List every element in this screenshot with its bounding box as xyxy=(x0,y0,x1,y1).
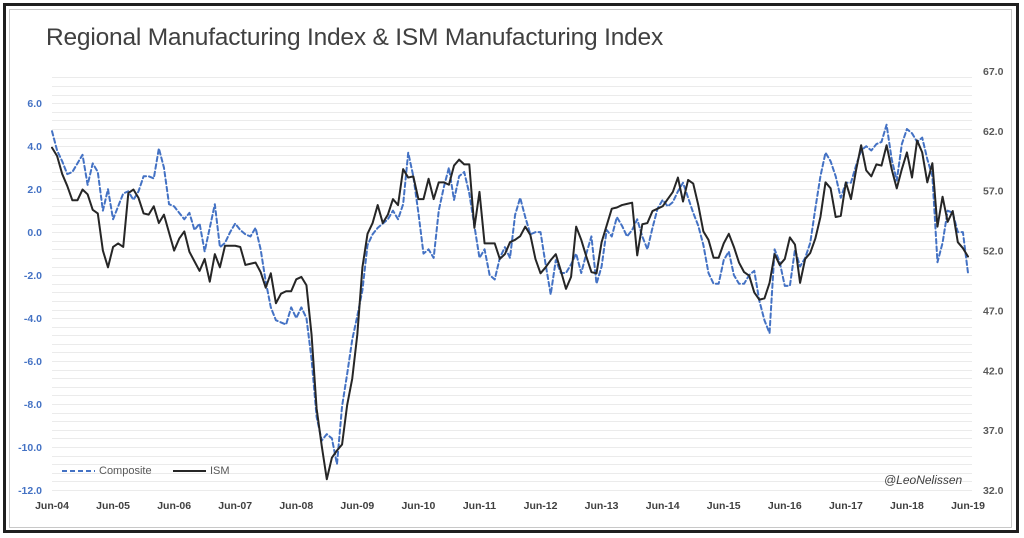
series-line-ism xyxy=(51,139,969,481)
x-tick-label: Jun-18 xyxy=(890,500,924,512)
y-right-tick-label: 42.0 xyxy=(983,365,1004,377)
gridlines xyxy=(52,77,972,491)
y-left-tick-label: 6.0 xyxy=(27,98,42,110)
y-left-tick-label: 0.0 xyxy=(27,227,42,239)
author-watermark: @LeoNelissen xyxy=(884,473,963,487)
x-tick-label: Jun-04 xyxy=(35,500,69,512)
y-axis-right: 67.0 62.0 57.0 52.0 47.0 42.0 37.0 32.0 xyxy=(983,66,1004,497)
x-tick-label: Jun-13 xyxy=(585,500,619,512)
x-tick-label: Jun-14 xyxy=(646,500,680,512)
x-tick-label: Jun-06 xyxy=(157,500,191,512)
x-tick-label: Jun-05 xyxy=(96,500,130,512)
y-right-tick-label: 52.0 xyxy=(983,246,1004,258)
x-tick-label: Jun-09 xyxy=(340,500,374,512)
y-left-tick-label: 4.0 xyxy=(27,141,42,153)
y-left-tick-label: -12.0 xyxy=(18,485,42,497)
series-line-composite xyxy=(51,123,969,466)
legend-item-composite: Composite xyxy=(61,465,152,477)
x-tick-label: Jun-19 xyxy=(951,500,985,512)
legend-ism-solid-swatch xyxy=(173,470,206,472)
y-axis-left: 6.0 4.0 2.0 0.0 -2.0 -4.0 -6.0 -8.0 -10.0 -12.0 xyxy=(18,98,42,497)
y-left-tick-label: -2.0 xyxy=(24,270,42,282)
y-right-tick-label: 47.0 xyxy=(983,305,1004,317)
y-left-tick-label: -6.0 xyxy=(24,356,42,368)
y-left-tick-label: -8.0 xyxy=(24,399,42,411)
outer-frame xyxy=(3,3,1019,533)
y-left-tick-label: -4.0 xyxy=(24,313,42,325)
legend-composite-dashed-swatch xyxy=(62,470,95,472)
y-right-tick-label: 32.0 xyxy=(983,485,1004,497)
legend-label-ism: ISM xyxy=(210,465,230,477)
x-tick-label: Jun-12 xyxy=(524,500,558,512)
x-tick-label: Jun-15 xyxy=(707,500,741,512)
legend-label-composite: Composite xyxy=(99,465,152,477)
x-tick-label: Jun-17 xyxy=(829,500,863,512)
y-left-tick-label: -10.0 xyxy=(18,442,42,454)
y-right-tick-label: 57.0 xyxy=(983,186,1004,198)
y-right-tick-label: 67.0 xyxy=(983,66,1004,78)
chart-title: Regional Manufacturing Index & ISM Manuf… xyxy=(46,24,664,51)
x-tick-label: Jun-07 xyxy=(218,500,252,512)
inner-frame xyxy=(9,9,1012,528)
y-left-tick-label: 2.0 xyxy=(27,184,42,196)
x-axis: Jun-04 Jun-05 Jun-06 Jun-07 Jun-08 Jun-09 Jun-… xyxy=(35,500,985,512)
x-tick-label: Jun-11 xyxy=(463,500,496,512)
x-tick-label: Jun-08 xyxy=(279,500,313,512)
y-right-tick-label: 37.0 xyxy=(983,425,1004,437)
legend-item-ism: ISM xyxy=(172,465,230,477)
y-right-tick-label: 62.0 xyxy=(983,126,1004,138)
x-tick-label: Jun-16 xyxy=(768,500,802,512)
x-tick-label: Jun-10 xyxy=(401,500,435,512)
